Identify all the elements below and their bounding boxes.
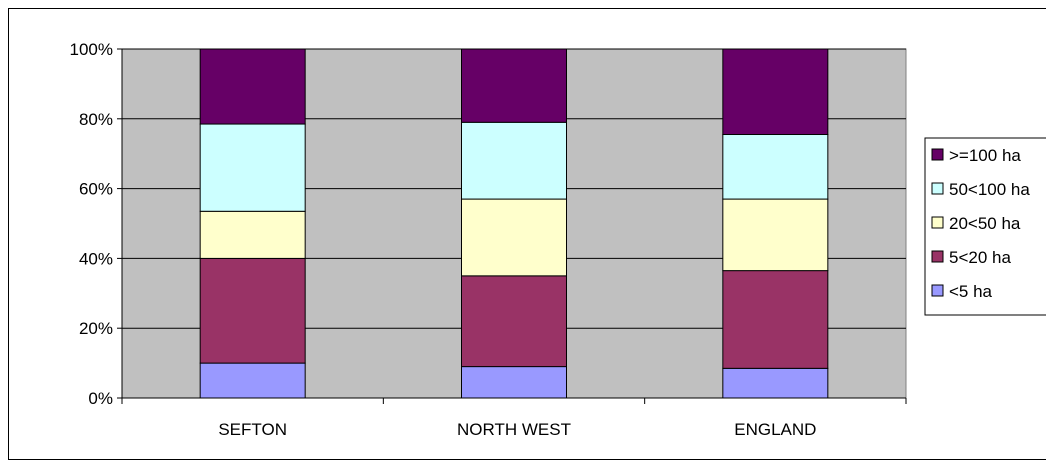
bar-segment (199, 48, 306, 125)
bar-segment (461, 198, 567, 277)
x-tick-label: ENGLAND (734, 420, 816, 439)
legend-label: 5<20 ha (949, 248, 1011, 267)
legend-swatch (931, 284, 944, 297)
x-tick-label: NORTH WEST (457, 420, 571, 439)
legend-swatch (931, 182, 944, 195)
bar-segment (461, 366, 567, 399)
legend-label: >=100 ha (949, 146, 1021, 165)
y-tick-label: 40% (79, 249, 113, 268)
bar-segment (461, 121, 567, 200)
bar-segment (461, 48, 567, 123)
bar-segment (722, 48, 829, 136)
bar-segment (199, 362, 306, 399)
bar-segment (722, 270, 829, 369)
bar-segment (199, 257, 306, 364)
y-tick-label: 20% (79, 319, 113, 338)
y-tick-label: 60% (79, 180, 113, 199)
bar-segment (461, 275, 567, 368)
legend-swatch (931, 216, 944, 229)
legend-label: 50<100 ha (949, 180, 1030, 199)
y-tick-label: 0% (88, 389, 113, 408)
legend-box (924, 137, 1046, 316)
legend-label: <5 ha (949, 282, 993, 301)
bar-segment (199, 210, 306, 259)
bar-segment (722, 367, 829, 399)
y-tick-label: 80% (79, 110, 113, 129)
legend: >=100 ha 50<100 ha 20<50 ha 5<20 ha <5 ha (924, 137, 1046, 316)
legend-swatch (931, 148, 944, 161)
bar-segment (722, 198, 829, 272)
bar-segment (199, 123, 306, 212)
y-tick-label: 100% (70, 40, 113, 59)
bar-segment (722, 134, 829, 200)
legend-swatch (931, 250, 944, 263)
x-tick-label: SEFTON (218, 420, 287, 439)
legend-label: 20<50 ha (949, 214, 1021, 233)
